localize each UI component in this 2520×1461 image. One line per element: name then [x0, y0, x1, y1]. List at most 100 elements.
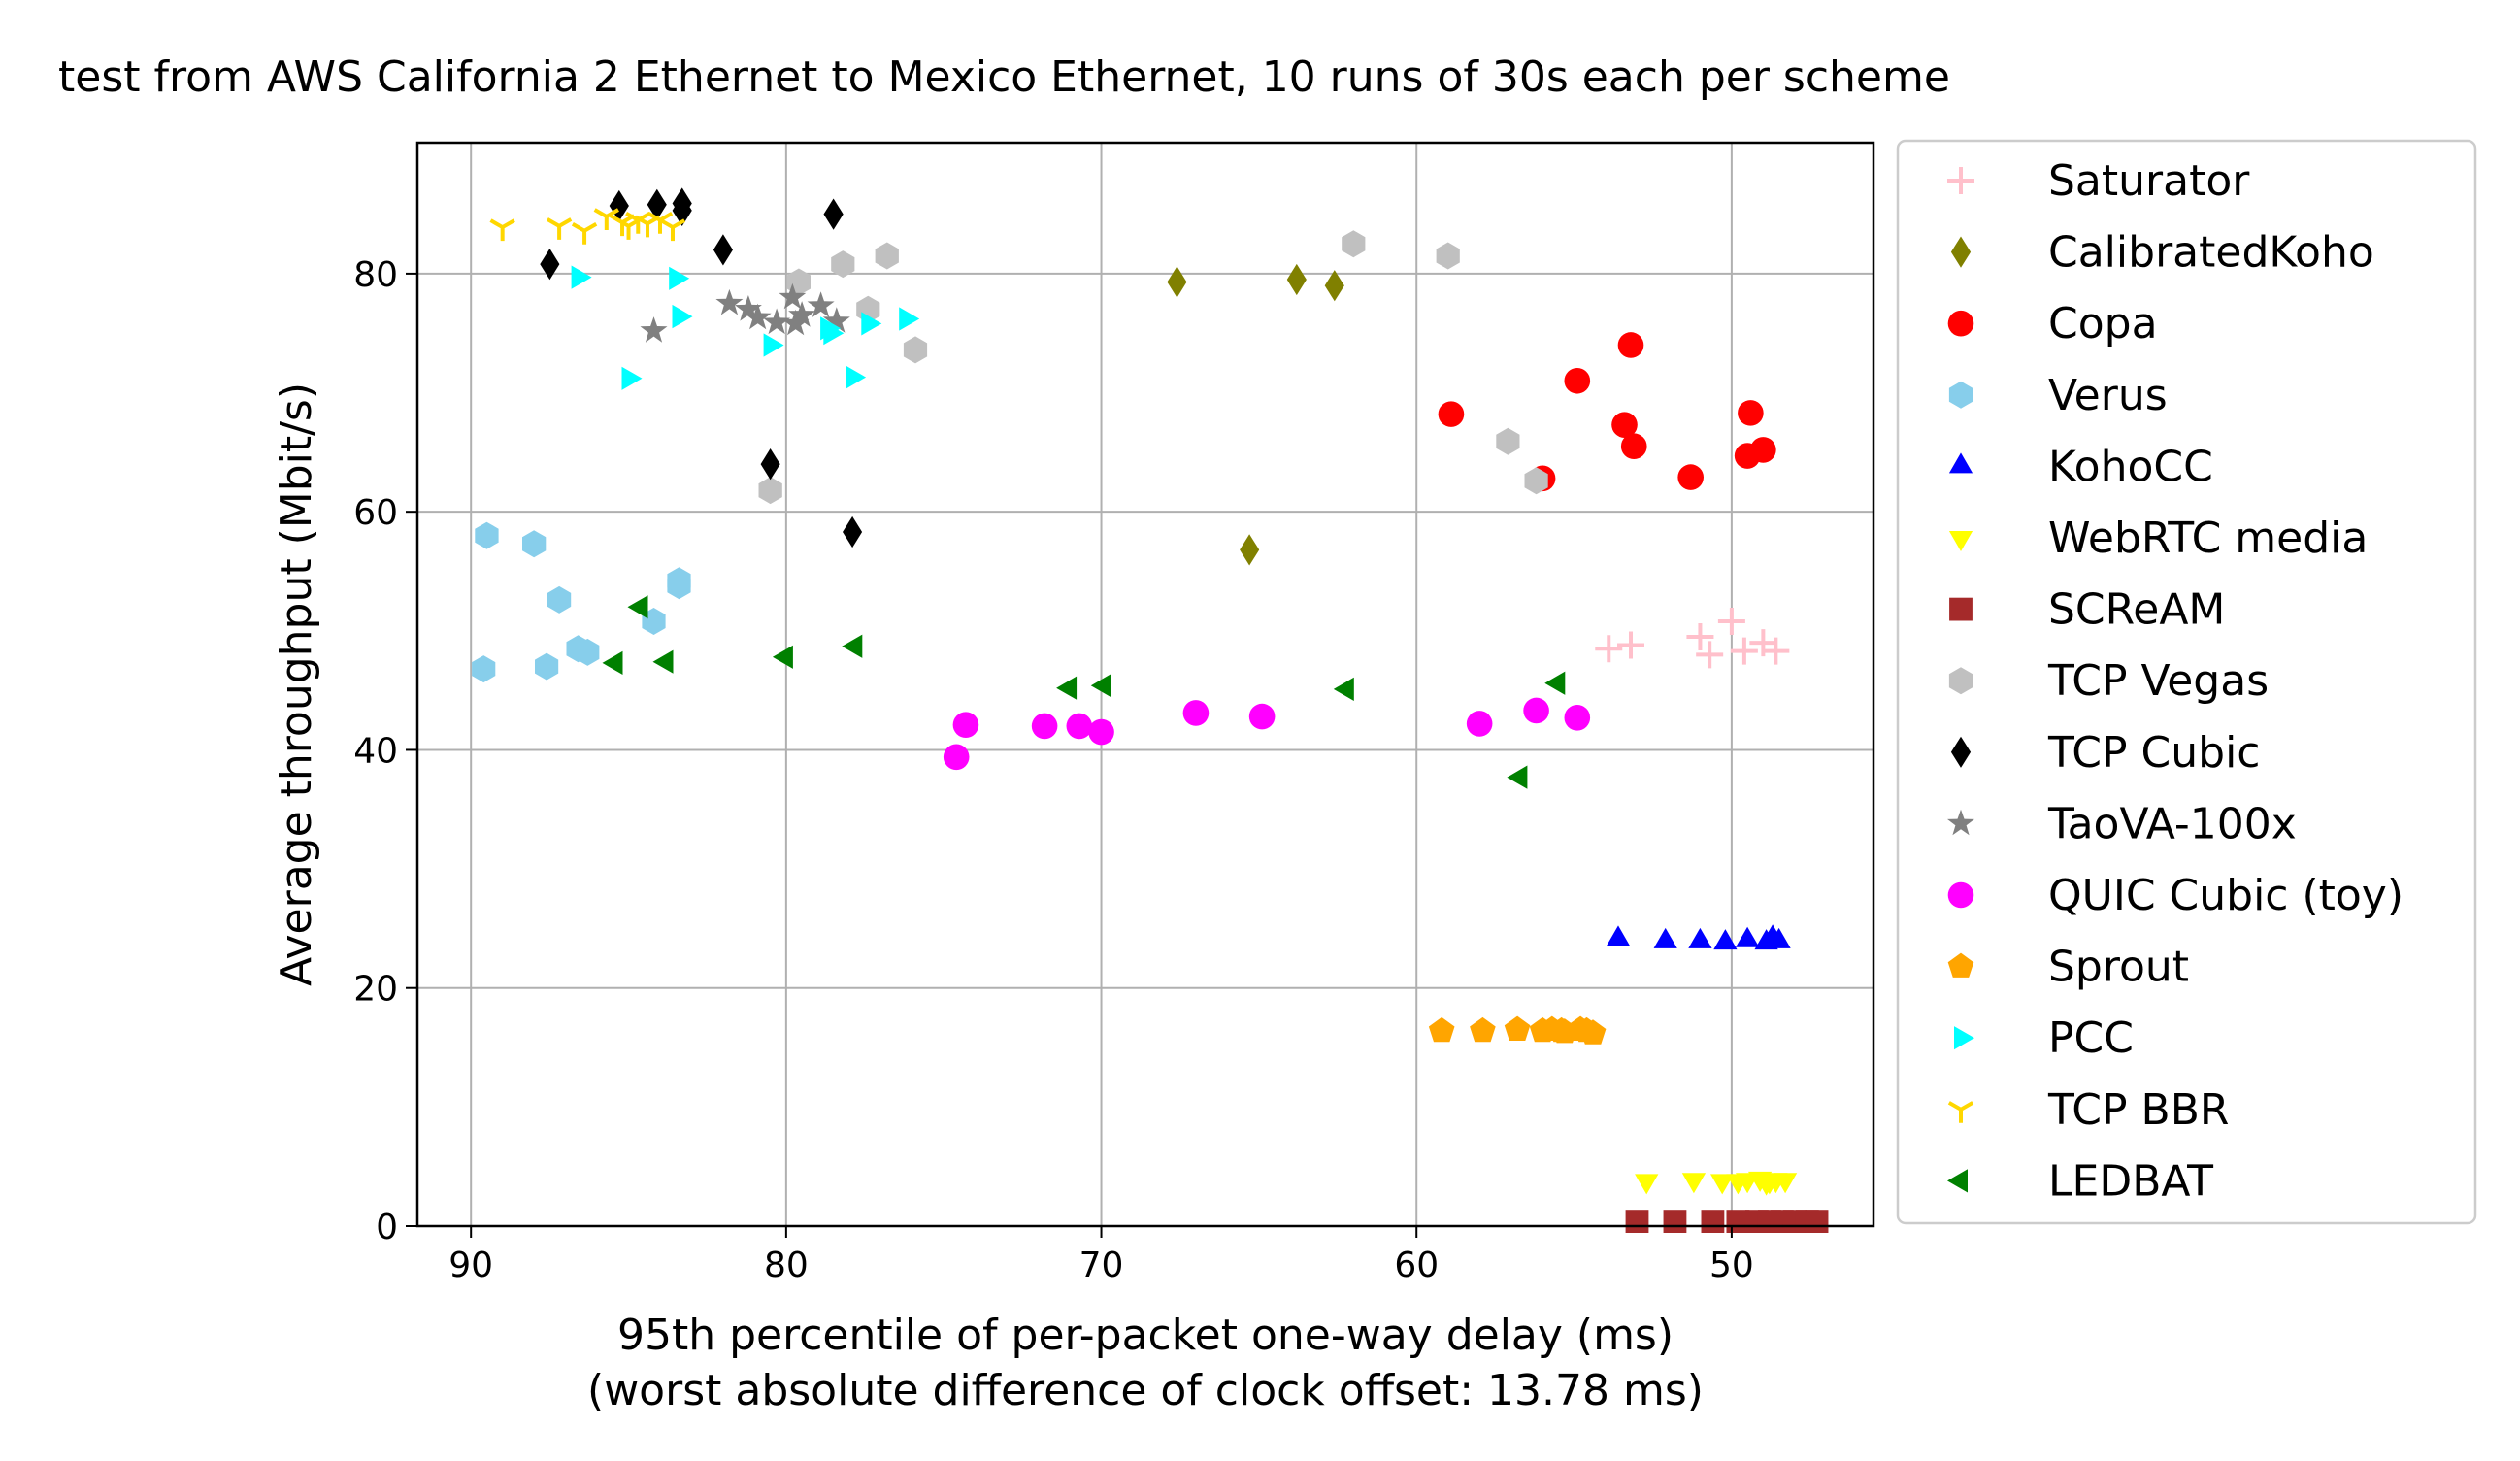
- data-point: [540, 249, 560, 281]
- data-point: [1436, 242, 1460, 270]
- data-point: [1710, 1174, 1735, 1195]
- y-tick-label: 40: [353, 731, 398, 771]
- x-tick-label: 50: [1709, 1245, 1754, 1285]
- data-point: [763, 308, 791, 335]
- data-point: [779, 282, 807, 310]
- data-point: [823, 198, 844, 230]
- legend-label: TCP Vegas: [2047, 656, 2269, 706]
- data-point: [1688, 927, 1712, 948]
- data-point: [1524, 467, 1548, 495]
- data-point: [1090, 674, 1111, 698]
- data-point: [602, 650, 623, 675]
- legend-label: TCP Cubic: [2047, 728, 2261, 778]
- legend-label: Saturator: [2048, 156, 2250, 206]
- data-point: [760, 448, 780, 481]
- series-verus: [472, 521, 691, 683]
- plot-points: [472, 187, 1829, 1233]
- data-point: [1564, 367, 1591, 394]
- y-tick-label: 0: [376, 1208, 398, 1247]
- data-point: [1342, 230, 1366, 258]
- data-point: [1754, 929, 1778, 950]
- series-saturator: [1595, 608, 1790, 669]
- data-point: [1507, 765, 1528, 789]
- x-axis-label-note: (worst absolute difference of clock offs…: [587, 1366, 1704, 1415]
- data-point: [781, 309, 810, 336]
- x-tick-label: 90: [448, 1245, 493, 1285]
- data-point: [1240, 534, 1260, 566]
- legend-marker: [1948, 452, 1973, 474]
- y-axis-label: Average throughput (Mbit/s): [272, 382, 321, 986]
- data-point: [627, 595, 648, 619]
- data-point: [667, 567, 691, 595]
- legend-label: LEDBAT: [2048, 1156, 2213, 1206]
- data-point: [1564, 705, 1591, 731]
- data-point: [1696, 641, 1724, 669]
- legend: Saturator CalibratedKoho Copa Verus KohoCC We…: [1947, 156, 2404, 1206]
- data-point: [1762, 637, 1790, 665]
- data-point: [1470, 1016, 1496, 1043]
- chart-title: test from AWS California 2 Ethernet to M…: [58, 52, 1950, 102]
- data-point: [846, 365, 867, 389]
- data-point: [744, 303, 772, 330]
- data-point: [715, 288, 744, 315]
- data-point: [1088, 718, 1114, 746]
- legend-marker: [1949, 597, 1973, 621]
- data-point: [1681, 1173, 1707, 1194]
- data-point: [1031, 713, 1058, 740]
- data-point: [763, 333, 784, 357]
- legend-marker: [1947, 1101, 1974, 1123]
- series-sprout: [1428, 1015, 1607, 1045]
- data-point: [672, 304, 693, 329]
- data-point: [1324, 270, 1344, 302]
- data-point: [831, 250, 855, 279]
- legend-box: [1896, 139, 2477, 1225]
- data-point: [1750, 437, 1776, 463]
- series-pcc: [571, 265, 920, 390]
- legend-marker: [1947, 881, 1974, 909]
- data-point: [823, 321, 845, 346]
- legend-label: Verus: [2048, 371, 2168, 420]
- data-point: [647, 188, 667, 220]
- data-point: [1677, 464, 1704, 490]
- legend-label: SCReAM: [2048, 585, 2225, 635]
- data-point: [652, 649, 674, 674]
- data-point: [571, 265, 592, 289]
- data-point: [593, 208, 619, 231]
- legend-label: CalibratedKoho: [2048, 228, 2374, 278]
- data-point: [1611, 412, 1638, 438]
- data-point: [1701, 1210, 1725, 1233]
- data-point: [489, 218, 515, 242]
- legend-label: TaoVA-100x: [2047, 799, 2297, 848]
- data-point: [943, 744, 970, 771]
- legend-label: PCC: [2048, 1013, 2134, 1063]
- data-point: [1625, 1210, 1649, 1233]
- data-point: [1617, 332, 1644, 358]
- data-point: [1182, 700, 1210, 726]
- plot-frame: [415, 141, 1875, 1228]
- data-point: [547, 585, 572, 614]
- data-point: [576, 638, 600, 666]
- y-tick-label: 60: [353, 493, 398, 533]
- data-point: [1056, 676, 1078, 700]
- data-point: [621, 366, 643, 390]
- series-tcp-bbr: [489, 208, 686, 245]
- data-point: [1653, 927, 1677, 948]
- data-point: [1167, 266, 1187, 298]
- data-point: [669, 266, 690, 290]
- data-point: [875, 242, 899, 270]
- data-point: [1730, 637, 1758, 665]
- series-copa: [1438, 332, 1776, 492]
- legend-marker: [1948, 667, 1973, 695]
- data-point: [1438, 401, 1465, 427]
- data-point: [1606, 925, 1631, 946]
- legend-label: QUIC Cubic (toy): [2048, 871, 2404, 920]
- series-tcp-cubic: [540, 187, 863, 548]
- legend-marker: [1950, 236, 1972, 268]
- data-point: [475, 521, 499, 549]
- legend-marker: [1947, 1169, 1968, 1193]
- data-point: [1466, 711, 1493, 737]
- data-point: [842, 634, 863, 658]
- data-point: [640, 316, 668, 343]
- x-tick-label: 70: [1079, 1245, 1124, 1285]
